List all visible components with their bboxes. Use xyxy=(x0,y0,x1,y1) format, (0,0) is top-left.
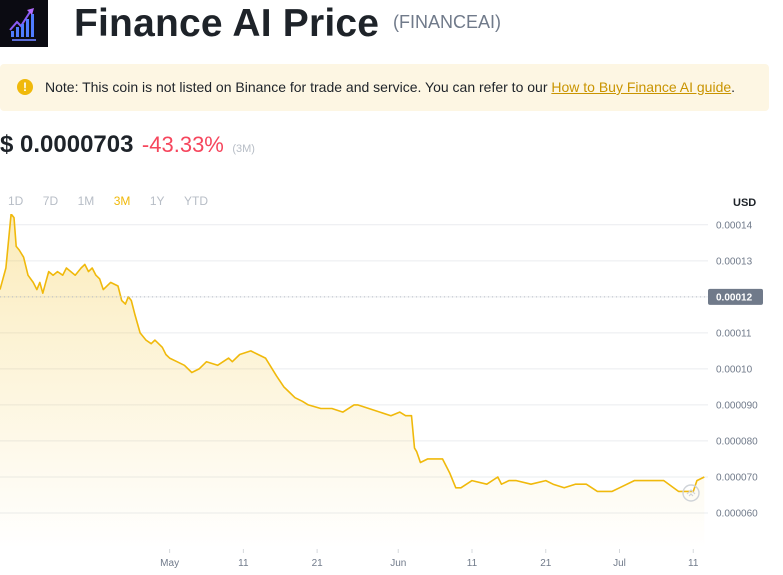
x-axis-tick-label: 21 xyxy=(540,558,552,569)
x-axis-tick-label: 11 xyxy=(467,558,478,569)
x-axis-tick-label: 21 xyxy=(312,558,324,569)
x-axis-tick-label: Jun xyxy=(390,558,406,569)
change-period: (3M) xyxy=(232,143,255,155)
y-axis-tick-label: 0.00010 xyxy=(716,364,753,375)
tab-ytd[interactable]: YTD xyxy=(183,194,208,208)
current-price: $ 0.0000703 xyxy=(0,131,134,158)
x-axis-tick-label: 11 xyxy=(238,558,249,569)
notice-suffix: . xyxy=(731,79,736,95)
tab-7d[interactable]: 7D xyxy=(42,194,59,208)
tab-3m[interactable]: 3M xyxy=(113,194,131,208)
tab-1y[interactable]: 1Y xyxy=(149,194,165,208)
how-to-buy-link[interactable]: How to Buy Finance AI guide xyxy=(551,79,732,95)
x-axis-tick-label: May xyxy=(160,558,179,569)
y-axis-tick-label: 0.00011 xyxy=(716,328,752,339)
coin-symbol: (FINANCEAI) xyxy=(393,12,501,32)
price-row: $ 0.0000703 -43.33% (3M) xyxy=(0,131,255,159)
notice-message: Note: This coin is not listed on Binance… xyxy=(45,79,552,95)
timeframe-tabs: 1D 7D 1M 3M 1Y YTD xyxy=(8,192,223,210)
tab-1m[interactable]: 1M xyxy=(77,194,95,208)
x-axis-tick-label: Jul xyxy=(613,558,626,569)
currency-label: USD xyxy=(733,197,757,209)
price-change: -43.33% xyxy=(141,132,224,157)
page-title: Finance AI Price xyxy=(74,2,380,45)
price-area xyxy=(0,214,705,549)
current-price-badge xyxy=(708,288,763,305)
info-icon: ! xyxy=(17,79,33,95)
price-line xyxy=(0,214,705,493)
y-axis-tick-label: 0.000090 xyxy=(716,400,758,411)
listing-notice: ! Note: This coin is not listed on Binan… xyxy=(0,64,769,111)
current-price-badge-label: 0.00012 xyxy=(716,292,753,303)
page-header: Finance AI Price (FINANCEAI) xyxy=(0,0,783,50)
binance-watermark-icon xyxy=(682,484,700,502)
y-axis-tick-label: 0.00013 xyxy=(716,256,753,267)
finance-ai-logo xyxy=(0,0,48,47)
y-axis-tick-label: 0.000080 xyxy=(716,436,758,447)
notice-text: Note: This coin is not listed on Binance… xyxy=(45,79,735,95)
tab-1d[interactable]: 1D xyxy=(8,194,24,208)
y-axis-tick-label: 0.000060 xyxy=(716,508,758,519)
y-axis-tick-label: 0.000070 xyxy=(716,472,758,483)
x-axis-tick-label: 11 xyxy=(688,558,699,569)
price-chart[interactable]: 0.00014 0.00013 0.00012 0.00011 0.00010 0.000… xyxy=(0,214,783,575)
y-axis-tick-label: 0.00014 xyxy=(716,220,753,231)
